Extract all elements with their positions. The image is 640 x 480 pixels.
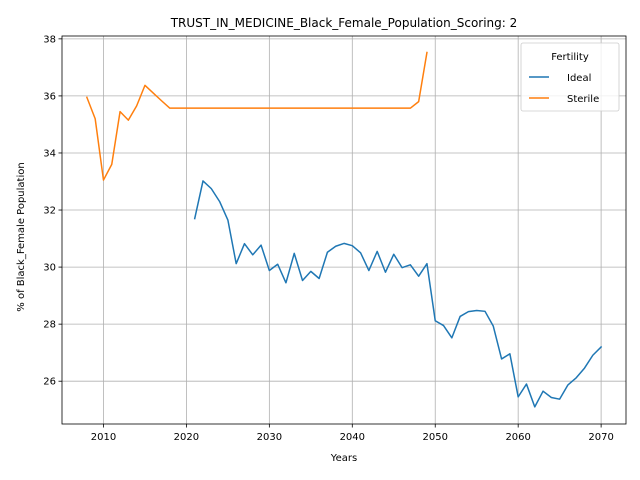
legend-title: Fertility	[551, 52, 589, 63]
y-tick-label: 32	[43, 206, 56, 217]
y-axis-label: % of Black_Female Population	[16, 162, 27, 311]
legend-label-ideal: Ideal	[567, 73, 591, 84]
x-tick-label: 2070	[588, 432, 613, 443]
x-tick-label: 2010	[91, 432, 116, 443]
legend-box	[520, 42, 620, 112]
y-tick-label: 30	[43, 263, 56, 274]
axis-ticks: 2010 2020 2030 2040 2050 2060 2070 26 28 30 32 34 36…	[43, 34, 614, 443]
y-tick-label: 26	[43, 377, 56, 388]
series-line-ideal	[193, 180, 603, 408]
y-tick-label: 34	[43, 148, 56, 159]
x-tick-label: 2040	[340, 432, 365, 443]
x-tick-label: 2050	[423, 432, 448, 443]
y-tick-label: 28	[43, 320, 56, 331]
legend: Fertility Ideal Sterile	[520, 42, 620, 112]
series-line-sterile	[85, 51, 428, 181]
plot-area	[61, 35, 627, 425]
y-tick-label: 38	[43, 34, 56, 45]
x-tick-label: 2030	[257, 432, 282, 443]
y-tick-label: 36	[43, 91, 56, 102]
x-tick-label: 2060	[505, 432, 530, 443]
legend-label-sterile: Sterile	[567, 94, 599, 105]
x-axis-label: Years	[330, 453, 357, 464]
plot-series	[85, 51, 603, 408]
chart-title: TRUST_IN_MEDICINE_Black_Female_Populatio…	[170, 16, 518, 30]
x-tick-label: 2020	[174, 432, 199, 443]
